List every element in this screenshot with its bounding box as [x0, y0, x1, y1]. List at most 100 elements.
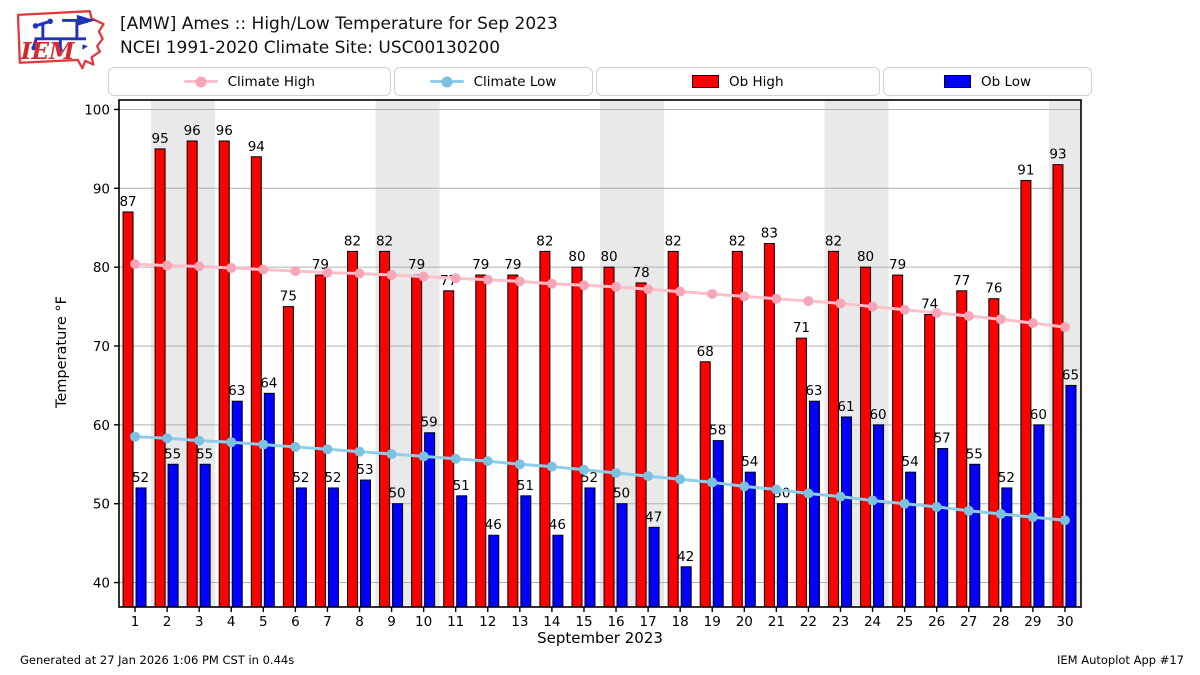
climate-high-marker	[1059, 322, 1070, 333]
ob-high-bar	[218, 140, 230, 608]
ob-low-value-label: 63	[805, 383, 822, 399]
ob-low-value-label: 60	[1030, 407, 1047, 423]
ob-low-bar	[680, 566, 692, 608]
climate-high-marker	[739, 291, 750, 302]
ob-high-value-label: 79	[472, 257, 489, 273]
ob-high-value-label: 79	[889, 257, 906, 273]
ob-low-bar	[552, 534, 564, 608]
legend-item-ob-low: Ob Low	[883, 67, 1093, 96]
ob-high-value-label: 74	[921, 296, 938, 312]
ob-high-bar	[795, 337, 807, 608]
climate-high-marker	[995, 314, 1006, 325]
x-tick-label: 10	[415, 614, 432, 630]
y-tick-label: 100	[84, 102, 110, 118]
climate-high-marker	[578, 280, 589, 291]
x-tick-label: 1	[131, 614, 140, 630]
ob-high-value-label: 77	[953, 273, 970, 289]
climate-high-marker	[707, 288, 718, 299]
ob-high-bar	[475, 274, 487, 608]
ob-low-value-label: 47	[645, 509, 662, 525]
climate-low-marker	[931, 501, 942, 512]
x-tick-label: 6	[291, 614, 300, 630]
ob-low-value-label: 55	[164, 446, 181, 462]
chart-plot-area: 8752955596559663946475527952825382507959…	[84, 99, 1082, 630]
ob-high-value-label: 76	[985, 281, 1002, 297]
climate-high-marker	[867, 301, 878, 312]
ob-high-swatch-icon	[692, 75, 720, 88]
ob-high-bar	[507, 274, 519, 608]
ob-high-value-label: 82	[729, 233, 746, 249]
ob-high-value-label: 82	[536, 233, 553, 249]
climate-high-marker	[611, 281, 622, 292]
weather-station-icon-fills	[31, 14, 96, 53]
ob-high-value-label: 91	[1017, 162, 1034, 178]
ob-low-value-label: 55	[966, 446, 983, 462]
ob-high-value-label: 82	[825, 233, 842, 249]
climate-low-marker	[258, 439, 269, 450]
ob-low-value-label: 58	[709, 423, 726, 439]
ob-low-value-label: 61	[837, 399, 854, 415]
ob-high-bar	[443, 290, 455, 608]
ob-low-bar	[873, 424, 885, 608]
ob-high-bar	[731, 250, 743, 608]
ob-low-value-label: 46	[485, 517, 502, 533]
ob-low-value-label: 65	[1062, 367, 1079, 383]
x-tick-label: 20	[736, 614, 753, 630]
iem-logo: IEM	[16, 10, 105, 70]
climate-low-line	[134, 435, 1066, 522]
ob-low-bar	[392, 503, 404, 608]
y-tick-label: 60	[93, 418, 110, 434]
ob-high-bar	[282, 306, 294, 608]
x-tick-label: 7	[323, 614, 332, 630]
ob-low-bar	[360, 479, 371, 608]
ob-low-value-label: 64	[260, 375, 277, 391]
climate-high-line-marker-icon	[183, 76, 218, 87]
ob-high-value-label: 83	[761, 226, 778, 242]
climate-high-marker	[194, 261, 205, 272]
x-tick-label: 29	[1024, 614, 1041, 630]
climate-low-marker	[611, 467, 622, 478]
x-tick-label: 15	[575, 614, 592, 630]
legend-label: Climate Low	[473, 73, 557, 90]
ob-high-bar	[571, 266, 583, 608]
climate-low-marker	[162, 433, 173, 444]
ob-high-value-label: 95	[152, 131, 169, 147]
ob-low-value-label: 60	[869, 407, 886, 423]
legend-item-ob-high: Ob High	[595, 67, 881, 96]
ob-high-value-label: 68	[697, 344, 714, 360]
climate-low-marker	[290, 441, 301, 452]
ob-low-value-label: 53	[356, 462, 373, 478]
climate-high-marker	[1027, 318, 1038, 329]
ob-high-bar	[347, 250, 358, 608]
climate-low-marker	[226, 437, 237, 448]
legend-label: Ob High	[729, 73, 784, 90]
climate-low-marker	[130, 431, 141, 442]
legend-label: Climate High	[227, 73, 315, 90]
ob-high-value-label: 71	[793, 320, 810, 336]
climate-low-marker	[418, 451, 429, 462]
ob-low-bar	[1065, 384, 1077, 608]
climate-high-marker	[643, 284, 654, 295]
ob-low-value-label: 42	[677, 549, 694, 565]
x-tick-label: 30	[1056, 614, 1073, 630]
climate-low-marker	[995, 508, 1006, 519]
ob-high-bar	[988, 298, 1000, 608]
ob-high-bar	[603, 266, 615, 608]
ob-low-bar	[905, 471, 917, 608]
x-tick-label: 5	[259, 614, 268, 630]
ob-high-value-label: 79	[408, 257, 425, 273]
ob-low-bar	[841, 416, 852, 608]
climate-low-marker	[322, 444, 333, 455]
ob-low-bar	[584, 487, 596, 608]
logo-text: IEM	[20, 38, 76, 65]
x-tick-label: 28	[992, 614, 1009, 630]
x-axis-label: September 2023	[537, 629, 663, 647]
ob-high-bar	[635, 282, 647, 608]
legend: Climate High Climate Low Ob High Ob Low	[108, 67, 1093, 96]
x-tick-label: 22	[800, 614, 817, 630]
ob-low-value-label: 57	[934, 431, 951, 447]
ob-low-value-label: 51	[453, 478, 470, 494]
x-tick-label: 9	[387, 614, 396, 630]
x-tick-label: 17	[640, 614, 657, 630]
y-tick-label: 90	[93, 181, 110, 197]
